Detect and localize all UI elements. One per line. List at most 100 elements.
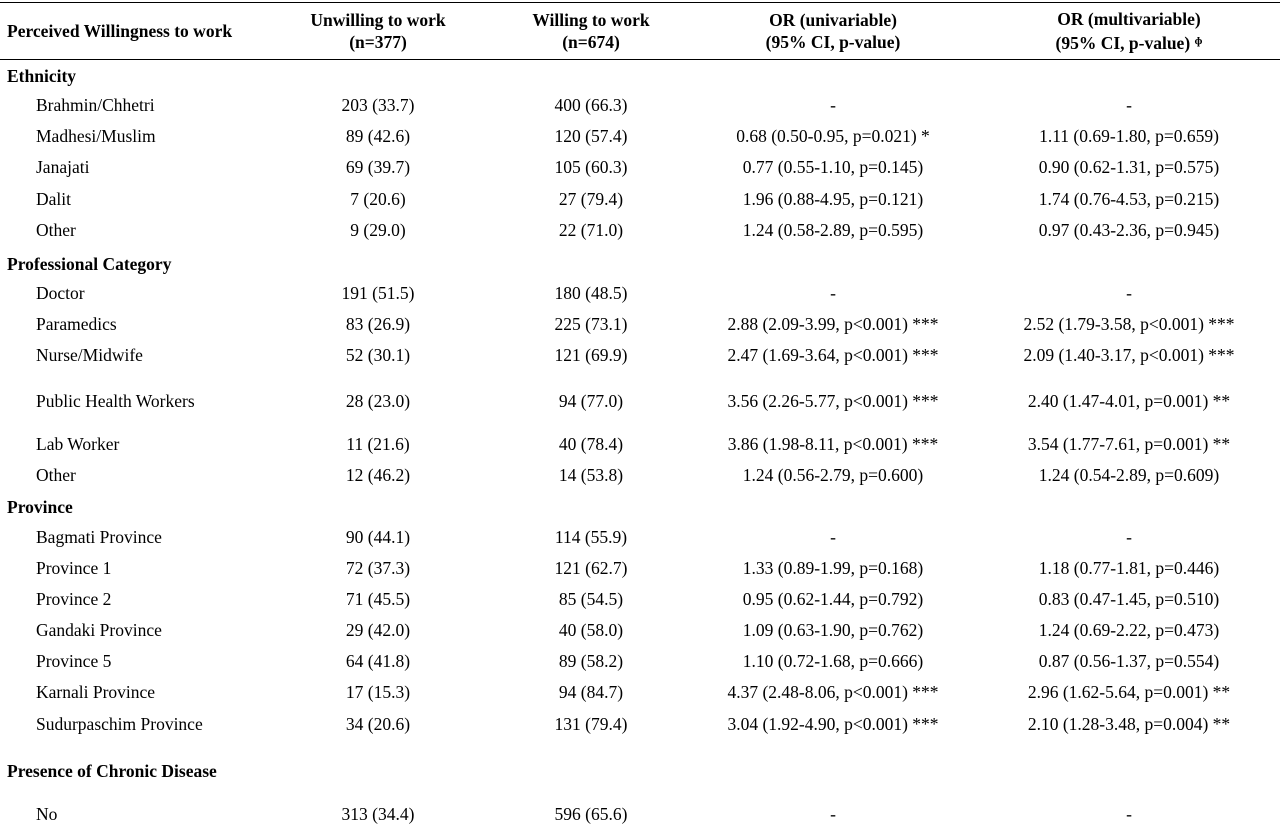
univariable-or-cell: 3.04 (1.92-4.90, p<0.001) *** [727, 714, 939, 734]
univariable-or-cell: 1.10 (0.72-1.68, p=0.666) [742, 651, 924, 671]
multivariable-or-cell: 1.18 (0.77-1.81, p=0.446) [1038, 558, 1220, 578]
section-title: Province [7, 497, 73, 517]
table-row: Gandaki Province 29 (42.0) 40 (58.0) 1.09 (… [0, 616, 1280, 644]
table-row: Other 9 (29.0) 22 (71.0) 1.24 (0.58-2.89, p… [0, 216, 1280, 244]
univariable-or-cell: - [830, 283, 836, 303]
multivariable-or-cell: 2.96 (1.62-5.64, p=0.001) ** [1027, 682, 1231, 702]
unwilling-count-cell: 29 (42.0) [345, 620, 411, 640]
section-row: Province [0, 493, 1280, 521]
header-willing-n: (n=674) [562, 32, 620, 52]
row-label: Doctor [36, 283, 85, 303]
section-title: Professional Category [7, 254, 172, 274]
row-label: Other [36, 220, 76, 240]
multivariable-or-cell: 2.40 (1.47-4.01, p=0.001) ** [1027, 391, 1231, 411]
table-top-rule [0, 2, 1280, 3]
willing-count-cell: 180 (48.5) [554, 283, 628, 303]
unwilling-count-cell: 89 (42.6) [345, 126, 411, 146]
row-label: Karnali Province [36, 682, 156, 702]
section-title: Ethnicity [7, 66, 77, 86]
willing-count-cell: 89 (58.2) [558, 651, 624, 671]
table-row: Province 1 72 (37.3) 121 (62.7) 1.33 (0.89-… [0, 554, 1280, 582]
row-label: Province 1 [36, 558, 112, 578]
header-label-column: Perceived Willingness to work [7, 6, 287, 56]
univariable-or-cell: 1.24 (0.56-2.79, p=0.600) [742, 465, 924, 485]
multivariable-or-cell: 1.74 (0.76-4.53, p=0.215) [1038, 189, 1220, 209]
willing-count-cell: 40 (78.4) [558, 434, 624, 454]
header-unwilling-column: Unwilling to work (n=377) [290, 6, 466, 56]
multivariable-or-cell: 0.87 (0.56-1.37, p=0.554) [1038, 651, 1220, 671]
header-multivariable-ci: (95% CI, p-value) [1055, 33, 1191, 53]
unwilling-count-cell: 83 (26.9) [345, 314, 411, 334]
multivariable-or-cell: 0.97 (0.43-2.36, p=0.945) [1038, 220, 1220, 240]
table-row: Janajati 69 (39.7) 105 (60.3) 0.77 (0.55-1.… [0, 153, 1280, 181]
table-row: Paramedics 83 (26.9) 225 (73.1) 2.88 (2.09-… [0, 310, 1280, 338]
header-multivariable-title: OR (multivariable) [1057, 9, 1201, 29]
willing-count-cell: 94 (84.7) [558, 682, 624, 702]
univariable-or-cell: 2.88 (2.09-3.99, p<0.001) *** [727, 314, 939, 334]
unwilling-count-cell: 9 (29.0) [350, 220, 406, 240]
willing-count-cell: 400 (66.3) [554, 95, 628, 115]
willing-count-cell: 85 (54.5) [558, 589, 624, 609]
willing-count-cell: 22 (71.0) [558, 220, 624, 240]
table-row: Brahmin/Chhetri 203 (33.7) 400 (66.3) - - [0, 91, 1280, 119]
table-row: No 313 (34.4) 596 (65.6) - - [0, 800, 1280, 828]
header-multivariable-ci-line: (95% CI, p-value) ɸ [1056, 30, 1203, 54]
willing-count-cell: 105 (60.3) [554, 157, 628, 177]
header-multivariable-column: OR (multivariable) (95% CI, p-value) ɸ [970, 6, 1280, 56]
multivariable-or-cell: - [1126, 283, 1132, 303]
univariable-or-cell: 1.96 (0.88-4.95, p=0.121) [742, 189, 924, 209]
willing-count-cell: 27 (79.4) [558, 189, 624, 209]
multivariable-or-cell: - [1126, 95, 1132, 115]
multivariable-or-cell: 0.90 (0.62-1.31, p=0.575) [1038, 157, 1220, 177]
unwilling-count-cell: 90 (44.1) [345, 527, 411, 547]
section-row: Professional Category [0, 250, 1280, 278]
footnote-mark: ɸ [1194, 35, 1203, 47]
header-bottom-rule [0, 59, 1280, 60]
unwilling-count-cell: 28 (23.0) [345, 391, 411, 411]
row-label: Madhesi/Muslim [36, 126, 156, 146]
unwilling-count-cell: 11 (21.6) [346, 434, 410, 454]
section-row: Presence of Chronic Disease [0, 757, 1280, 785]
multivariable-or-cell: 1.24 (0.54-2.89, p=0.609) [1038, 465, 1220, 485]
unwilling-count-cell: 34 (20.6) [345, 714, 411, 734]
row-label: Lab Worker [36, 434, 120, 454]
univariable-or-cell: 0.68 (0.50-0.95, p=0.021) * [736, 126, 930, 146]
unwilling-count-cell: 64 (41.8) [345, 651, 411, 671]
willing-count-cell: 94 (77.0) [558, 391, 624, 411]
multivariable-or-cell: 2.52 (1.79-3.58, p<0.001) *** [1023, 314, 1235, 334]
univariable-or-cell: 3.56 (2.26-5.77, p<0.001) *** [727, 391, 939, 411]
header-unwilling-title: Unwilling to work [310, 10, 446, 30]
section-title: Presence of Chronic Disease [7, 761, 217, 781]
header-label-text: Perceived Willingness to work [7, 21, 233, 41]
row-label: Brahmin/Chhetri [36, 95, 155, 115]
row-label: Nurse/Midwife [36, 345, 143, 365]
header-willing-column: Willing to work (n=674) [503, 6, 679, 56]
row-label: Bagmati Province [36, 527, 162, 547]
univariable-or-cell: 1.24 (0.58-2.89, p=0.595) [742, 220, 924, 240]
unwilling-count-cell: 7 (20.6) [350, 189, 406, 209]
row-label: Public Health Workers [36, 391, 195, 411]
row-label: Gandaki Province [36, 620, 162, 640]
table-row: Doctor 191 (51.5) 180 (48.5) - - [0, 279, 1280, 307]
multivariable-or-cell: 1.24 (0.69-2.22, p=0.473) [1038, 620, 1220, 640]
willing-count-cell: 114 (55.9) [554, 527, 628, 547]
header-unwilling-n: (n=377) [349, 32, 407, 52]
header-univariable-title: OR (univariable) [769, 10, 897, 30]
table-row: Nurse/Midwife 52 (30.1) 121 (69.9) 2.47 (1.… [0, 341, 1280, 369]
header-univariable-ci: (95% CI, p-value) [765, 32, 901, 52]
univariable-or-cell: 2.47 (1.69-3.64, p<0.001) *** [727, 345, 939, 365]
header-univariable-column: OR (univariable) (95% CI, p-value) [700, 6, 966, 56]
table-row: Public Health Workers 28 (23.0) 94 (77.0) 3… [0, 387, 1280, 415]
row-label: Paramedics [36, 314, 117, 334]
unwilling-count-cell: 12 (46.2) [345, 465, 411, 485]
willing-count-cell: 14 (53.8) [558, 465, 624, 485]
row-label: Province 5 [36, 651, 112, 671]
unwilling-count-cell: 71 (45.5) [345, 589, 411, 609]
willing-count-cell: 121 (62.7) [554, 558, 628, 578]
univariable-or-cell: - [830, 804, 836, 824]
table-row: Madhesi/Muslim 89 (42.6) 120 (57.4) 0.68 (0… [0, 122, 1280, 150]
unwilling-count-cell: 17 (15.3) [345, 682, 411, 702]
univariable-or-cell: - [830, 527, 836, 547]
unwilling-count-cell: 69 (39.7) [345, 157, 411, 177]
row-label: Dalit [36, 189, 71, 209]
